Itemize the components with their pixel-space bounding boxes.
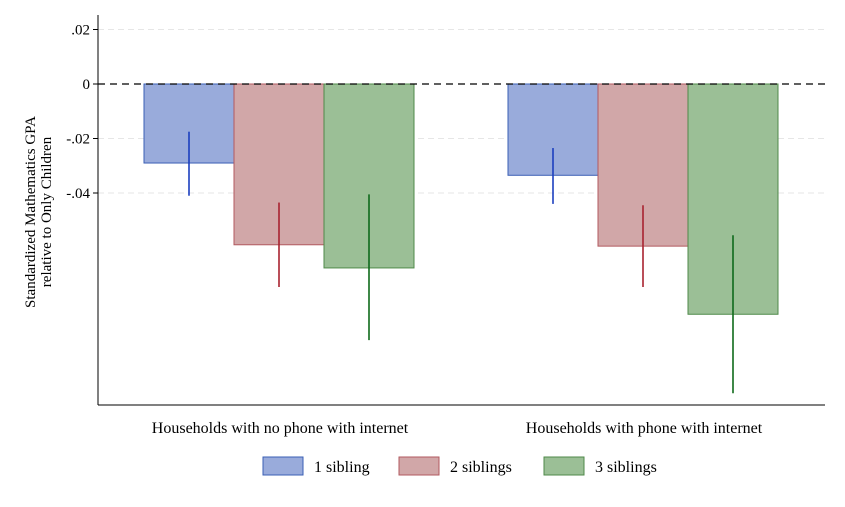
legend-label: 3 siblings [595,459,657,476]
x-category-labels: Households with no phone with internet Ho… [152,420,763,437]
legend-label: 1 sibling [314,459,370,476]
y-axis-label-line: relative to Only Children [39,136,55,287]
y-tick-labels: .02 0 -.02 -.04 [66,23,90,203]
y-axis-label-line: Standardized Mathematics GPA [23,116,39,308]
x-category-label: Households with phone with internet [526,420,763,437]
y-tick-label: -.02 [66,132,90,148]
legend-swatch [262,456,304,476]
ci-layer [188,131,734,394]
x-category-label: Households with no phone with internet [152,420,409,437]
bar-layer [143,83,779,315]
y-axis-label: Standardized Mathematics GPArelative to … [23,116,55,308]
y-tick-label: -.04 [66,186,90,202]
legend-swatch [543,456,585,476]
axis-layer [93,15,825,406]
legend-swatch [398,456,440,476]
legend: 1 sibling 2 siblings 3 siblings [262,456,657,476]
y-tick-label: 0 [83,77,91,93]
y-tick-label: .02 [71,23,90,39]
legend-label: 2 siblings [450,459,512,476]
